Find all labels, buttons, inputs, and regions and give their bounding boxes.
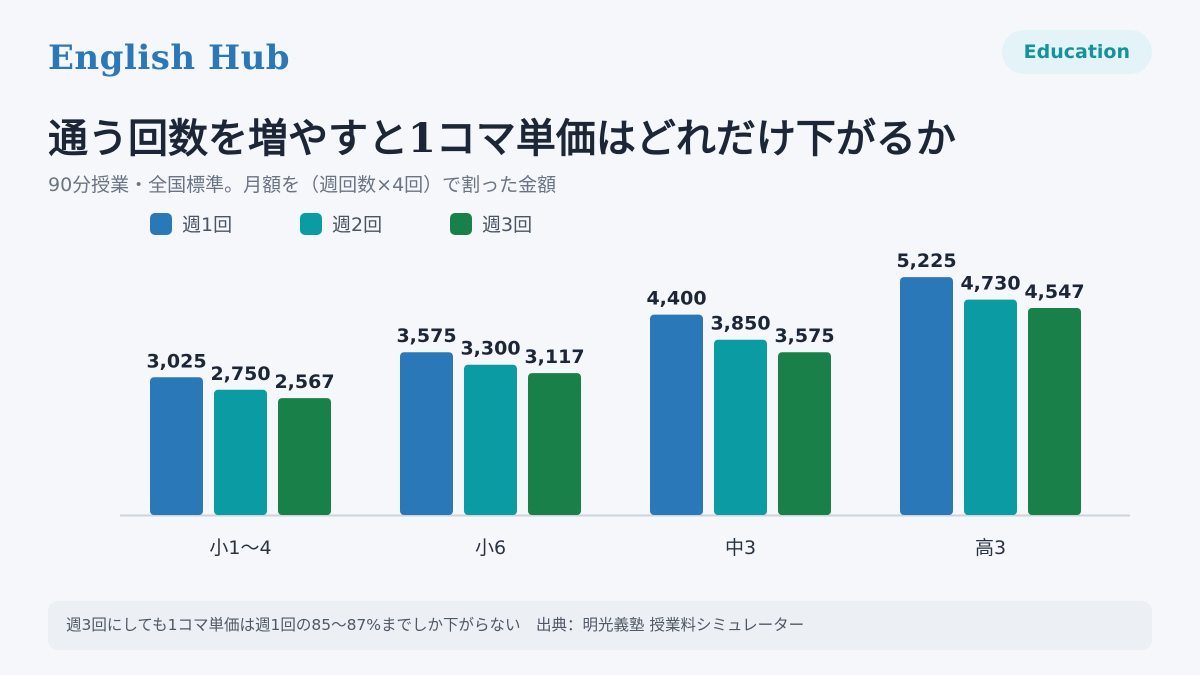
legend-label: 週2回 xyxy=(332,214,383,236)
legend-label: 週3回 xyxy=(482,214,533,236)
legend-item: 週1回 xyxy=(150,210,300,237)
x-tick-label: 小1〜4 xyxy=(209,537,271,559)
legend-item: 週3回 xyxy=(450,210,600,237)
category-badge: Education xyxy=(1001,30,1152,74)
legend-swatch xyxy=(150,212,172,235)
x-tick-label: 高3 xyxy=(975,537,1006,559)
footnote: 週3回にしても1コマ単価は週1回の85〜87%までしか下がらない 出典：明光義塾… xyxy=(48,601,1152,650)
bar xyxy=(400,352,453,515)
brand-logo: English Hub xyxy=(48,38,291,78)
data-label: 2,567 xyxy=(274,371,334,393)
data-label: 3,850 xyxy=(710,313,770,335)
legend-swatch xyxy=(300,212,322,235)
x-tick-label: 中3 xyxy=(725,537,756,559)
x-tick-label: 小6 xyxy=(475,537,506,559)
data-label: 3,300 xyxy=(460,338,520,360)
bar xyxy=(778,352,831,515)
chart-legend: 週1回 週2回 週3回 xyxy=(150,210,600,237)
data-label: 4,547 xyxy=(1024,281,1084,303)
data-label: 2,750 xyxy=(210,363,270,385)
chart-title: 通う回数を増やすと1コマ単価はどれだけ下がるか xyxy=(48,115,956,162)
legend-item: 週2回 xyxy=(300,210,450,237)
chart-subtitle: 90分授業・全国標準。月額を（週回数×4回）で割った金額 xyxy=(48,174,557,196)
bar xyxy=(714,339,767,515)
bar xyxy=(528,373,581,515)
bar xyxy=(650,314,703,515)
data-label: 5,225 xyxy=(896,250,956,272)
bar xyxy=(214,389,267,515)
bar xyxy=(464,364,517,515)
data-label: 4,730 xyxy=(960,273,1020,295)
data-label: 4,400 xyxy=(646,288,706,310)
bar xyxy=(964,299,1017,515)
bar xyxy=(150,377,203,515)
data-label: 3,575 xyxy=(396,325,456,347)
data-label: 3,117 xyxy=(524,346,584,368)
bar xyxy=(900,277,953,515)
data-label: 3,025 xyxy=(146,350,206,372)
bar xyxy=(278,398,331,515)
legend-label: 週1回 xyxy=(182,214,233,236)
legend-swatch xyxy=(450,212,472,235)
bar xyxy=(1028,307,1081,515)
data-label: 3,575 xyxy=(774,325,834,347)
